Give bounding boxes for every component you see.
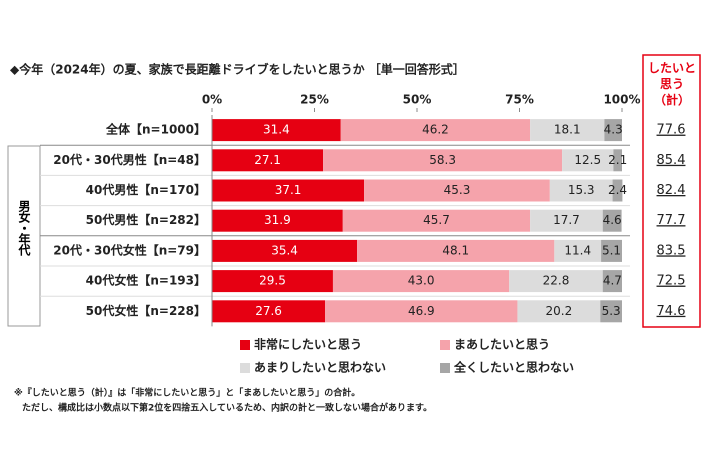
legend-swatch (240, 340, 250, 350)
category-label: 40代女性【n=193】 (86, 273, 206, 288)
bar-segment (212, 149, 324, 172)
value-label: 17.7 (553, 213, 580, 227)
value-label: 11.4 (564, 243, 591, 257)
value-label: 4.7 (603, 274, 622, 288)
total-header: したいと思う（計） (648, 61, 697, 107)
value-label: 2.1 (608, 153, 627, 167)
chart-title: ◆今年（2024年）の夏、家族で長距離ドライブをしたいと思うか ［単一回答形式］ (10, 62, 465, 77)
bar-segment (364, 179, 550, 202)
total-value: 77.6 (657, 123, 686, 138)
value-label: 45.3 (444, 183, 471, 197)
value-label: 18.1 (554, 123, 581, 137)
value-label: 5.1 (602, 243, 621, 257)
bar-segment (212, 270, 333, 293)
total-value: 82.4 (657, 183, 686, 198)
total-box (642, 54, 701, 328)
value-label: 37.1 (275, 183, 302, 197)
legend-swatch (240, 363, 250, 373)
group-label: 男女・年代 (17, 200, 31, 255)
legend-label: 非常にしたいと思う (254, 337, 362, 352)
bar-segment (601, 239, 622, 262)
legend-swatch (440, 340, 450, 350)
bar-segment (357, 239, 555, 262)
value-label: 58.3 (429, 153, 456, 167)
bar-segment (517, 300, 601, 323)
category-label: 50代女性【n=228】 (86, 303, 206, 318)
bar-segment (612, 179, 623, 202)
bar-segment (325, 300, 518, 323)
total-value: 77.7 (657, 213, 686, 228)
bar-segment (554, 239, 602, 262)
bar-segment (602, 270, 622, 293)
note: ただし、構成比は小数点以下第2位を四捨五入しているため、内訳の計と一致しない場合… (22, 402, 432, 414)
value-label: 45.7 (423, 213, 450, 227)
value-label: 20.2 (546, 304, 573, 318)
category-label: 20代・30代男性【n=48】 (53, 152, 206, 167)
value-label: 48.1 (442, 243, 469, 257)
category-label: 全体【n=1000】 (105, 122, 206, 137)
bar-segment (604, 119, 622, 142)
value-label: 46.2 (422, 123, 449, 137)
category-label: 50代男性【n=282】 (86, 212, 206, 227)
bar-segment (342, 209, 531, 232)
value-label: 31.4 (263, 123, 290, 137)
value-label: 12.5 (574, 153, 601, 167)
x-tick-label: 100% (603, 93, 640, 107)
value-label: 35.4 (271, 243, 298, 257)
bar-segment (212, 300, 326, 323)
value-label: 31.9 (264, 213, 291, 227)
x-tick-label: 0% (202, 93, 222, 107)
bar-segment (212, 209, 343, 232)
value-label: 2.4 (608, 183, 627, 197)
bar-segment (340, 119, 531, 142)
bar-segment (332, 270, 510, 293)
legend-swatch (440, 363, 450, 373)
bar-segment (613, 149, 622, 172)
legend-label: まあしたいと思う (454, 338, 550, 352)
value-label: 4.3 (604, 123, 623, 137)
value-label: 27.1 (254, 153, 281, 167)
legend-label: あまりしたいと思わない (254, 361, 386, 375)
bar-segment (600, 300, 622, 323)
bar-segment (530, 209, 603, 232)
bar-segment (509, 270, 603, 293)
bar-segment (212, 179, 365, 202)
x-tick-label: 75% (505, 93, 534, 107)
value-label: 15.3 (568, 183, 595, 197)
bar-segment (562, 149, 614, 172)
bar-segment (549, 179, 613, 202)
total-value: 85.4 (657, 153, 686, 168)
total-value: 72.5 (657, 274, 686, 289)
bar-segment (323, 149, 563, 172)
category-label: 40代男性【n=170】 (86, 182, 206, 197)
x-tick-label: 50% (403, 93, 432, 107)
bar-segment (602, 209, 622, 232)
value-label: 27.6 (255, 304, 282, 318)
total-value: 74.6 (657, 304, 686, 319)
value-label: 22.8 (543, 274, 570, 288)
value-label: 5.3 (602, 304, 621, 318)
bar-segment (530, 119, 605, 142)
x-tick-label: 25% (300, 93, 329, 107)
bar-segment (212, 119, 341, 142)
value-label: 29.5 (259, 274, 286, 288)
note: ※『したいと思う（計）』は「非常にしたいと思う」と「まあしたいと思う」の合計。 (14, 387, 360, 399)
category-label: 20代・30代女性【n=79】 (53, 242, 206, 257)
legend-label: 全くしたいと思わない (453, 360, 574, 375)
value-label: 4.6 (603, 213, 622, 227)
total-value: 83.5 (657, 243, 686, 258)
value-label: 43.0 (408, 274, 435, 288)
value-label: 46.9 (408, 304, 435, 318)
bar-segment (212, 239, 358, 262)
